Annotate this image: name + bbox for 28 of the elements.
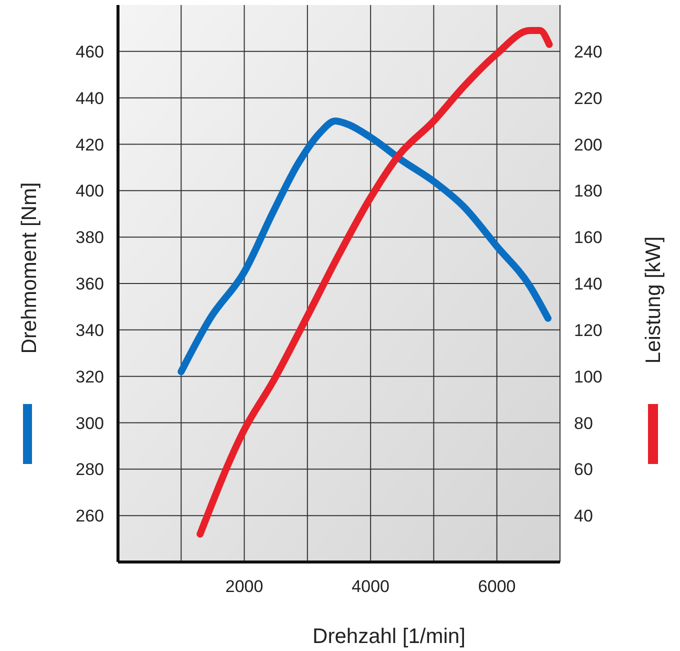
y-tick-label: 400 — [76, 182, 104, 201]
x-tick-label: 6000 — [478, 577, 516, 596]
y-axis-title: Drehmoment [Nm] — [18, 182, 41, 354]
y2-tick-label: 80 — [574, 414, 593, 433]
y-tick-label: 360 — [76, 274, 104, 294]
y2-tick-label: 120 — [574, 320, 602, 340]
y2-tick-label: 200 — [574, 135, 602, 154]
y2-axis-title: Leistung [kW] — [642, 236, 665, 364]
y2-tick-label: 40 — [574, 506, 593, 526]
y-tick-label: 340 — [76, 320, 104, 340]
y-tick-label: 420 — [76, 135, 104, 154]
x-tick-label: 4000 — [352, 577, 390, 596]
y2-tick-label: 220 — [574, 88, 602, 108]
y2-tick-label: 140 — [574, 274, 602, 294]
y2-tick-label: 100 — [574, 367, 602, 386]
y2-tick-label: 60 — [574, 460, 593, 480]
x-tick-label: 2000 — [225, 577, 264, 596]
y-tick-label: 280 — [76, 460, 104, 480]
y2-tick-label: 180 — [574, 182, 602, 201]
y-tick-label: 380 — [76, 228, 104, 248]
x-axis-title: Drehzahl [1/min] — [312, 625, 466, 648]
y2-tick-label: 160 — [574, 228, 602, 248]
y-tick-label: 260 — [76, 506, 104, 526]
y2-tick-label: 240 — [574, 42, 602, 62]
y-tick-label: 440 — [76, 88, 104, 108]
y-tick-label: 460 — [76, 42, 104, 62]
y-tick-label: 320 — [76, 367, 104, 386]
y-tick-label: 300 — [76, 414, 104, 433]
